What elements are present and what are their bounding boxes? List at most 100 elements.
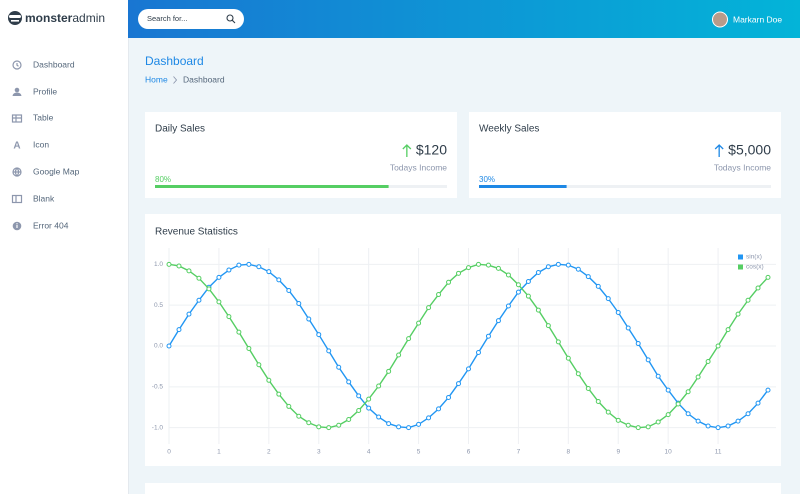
- data-point[interactable]: [525, 278, 531, 284]
- data-point[interactable]: [695, 418, 701, 424]
- data-point[interactable]: [615, 310, 621, 316]
- menu-item[interactable]: Icon: [33, 139, 49, 149]
- data-point[interactable]: [326, 425, 332, 431]
- data-point[interactable]: [236, 329, 242, 335]
- menu-item[interactable]: Table: [33, 112, 54, 122]
- data-point[interactable]: [575, 371, 581, 377]
- data-point[interactable]: [386, 421, 392, 427]
- data-point[interactable]: [725, 327, 731, 333]
- data-point[interactable]: [665, 387, 671, 393]
- menu-item[interactable]: Google Map: [33, 166, 80, 176]
- data-point[interactable]: [426, 415, 432, 421]
- data-point[interactable]: [655, 419, 661, 425]
- data-point[interactable]: [715, 425, 721, 431]
- data-point[interactable]: [665, 412, 671, 418]
- user-name[interactable]: Markarn Doe: [733, 14, 782, 24]
- data-point[interactable]: [226, 267, 232, 273]
- data-point[interactable]: [326, 348, 332, 354]
- data-point[interactable]: [346, 417, 352, 422]
- data-point[interactable]: [685, 389, 691, 395]
- data-point[interactable]: [655, 373, 661, 379]
- search-box[interactable]: [138, 9, 244, 29]
- data-point[interactable]: [705, 423, 711, 429]
- data-point[interactable]: [535, 270, 541, 275]
- data-point[interactable]: [186, 311, 192, 317]
- data-point[interactable]: [316, 332, 322, 338]
- menu-item[interactable]: Profile: [33, 86, 57, 96]
- data-point[interactable]: [625, 422, 631, 428]
- data-point[interactable]: [635, 341, 641, 347]
- data-point[interactable]: [765, 274, 771, 280]
- data-point[interactable]: [555, 261, 561, 267]
- data-point[interactable]: [416, 320, 422, 326]
- data-point[interactable]: [745, 411, 751, 417]
- data-point[interactable]: [306, 420, 312, 426]
- data-point[interactable]: [266, 377, 272, 383]
- data-point[interactable]: [735, 311, 741, 317]
- data-point[interactable]: [296, 301, 302, 307]
- data-point[interactable]: [366, 396, 372, 402]
- data-point[interactable]: [256, 264, 262, 270]
- breadcrumb-link[interactable]: Home: [145, 74, 168, 84]
- data-point[interactable]: [236, 262, 242, 268]
- menu-item[interactable]: Dashboard: [33, 59, 75, 69]
- data-point[interactable]: [475, 261, 481, 267]
- data-point[interactable]: [525, 293, 531, 299]
- data-point[interactable]: [196, 275, 202, 281]
- data-point[interactable]: [306, 316, 312, 322]
- data-point[interactable]: [166, 261, 172, 267]
- data-point[interactable]: [755, 400, 761, 406]
- data-point[interactable]: [555, 339, 561, 345]
- data-point[interactable]: [466, 366, 471, 372]
- data-point[interactable]: [316, 424, 322, 430]
- data-point[interactable]: [366, 405, 372, 411]
- data-point[interactable]: [495, 318, 501, 324]
- data-point[interactable]: [485, 333, 491, 339]
- data-point[interactable]: [545, 323, 551, 329]
- data-point[interactable]: [485, 262, 491, 268]
- data-point[interactable]: [446, 394, 452, 400]
- data-point[interactable]: [585, 385, 591, 391]
- data-point[interactable]: [346, 379, 352, 385]
- data-point[interactable]: [176, 327, 182, 333]
- data-point[interactable]: [386, 368, 392, 374]
- data-point[interactable]: [286, 287, 292, 293]
- data-point[interactable]: [685, 411, 691, 417]
- data-point[interactable]: [605, 296, 611, 302]
- data-point[interactable]: [755, 285, 761, 291]
- data-point[interactable]: [695, 374, 701, 380]
- data-point[interactable]: [336, 364, 342, 370]
- data-point[interactable]: [226, 314, 232, 320]
- data-point[interactable]: [635, 425, 641, 431]
- data-point[interactable]: [705, 359, 711, 365]
- data-point[interactable]: [645, 424, 651, 430]
- data-point[interactable]: [575, 266, 581, 272]
- data-point[interactable]: [456, 270, 462, 276]
- data-point[interactable]: [206, 286, 212, 292]
- data-point[interactable]: [765, 387, 771, 393]
- data-point[interactable]: [535, 307, 541, 313]
- data-point[interactable]: [276, 391, 282, 397]
- data-point[interactable]: [176, 263, 182, 269]
- data-point[interactable]: [436, 406, 442, 412]
- data-point[interactable]: [186, 268, 192, 274]
- data-point[interactable]: [605, 409, 611, 415]
- brand[interactable]: monsteradmin: [25, 11, 105, 25]
- data-point[interactable]: [246, 261, 252, 267]
- data-point[interactable]: [565, 262, 571, 268]
- data-point[interactable]: [216, 299, 222, 305]
- data-point[interactable]: [256, 362, 262, 368]
- data-point[interactable]: [625, 325, 631, 331]
- data-point[interactable]: [745, 297, 751, 303]
- data-point[interactable]: [475, 350, 481, 356]
- data-point[interactable]: [565, 355, 571, 361]
- data-point[interactable]: [595, 283, 601, 289]
- data-point[interactable]: [675, 401, 681, 407]
- avatar[interactable]: [712, 11, 728, 28]
- data-point[interactable]: [296, 413, 302, 419]
- data-point[interactable]: [505, 272, 511, 278]
- data-point[interactable]: [735, 418, 741, 424]
- data-point[interactable]: [436, 292, 442, 298]
- data-point[interactable]: [495, 265, 501, 271]
- search-icon[interactable]: [226, 14, 236, 24]
